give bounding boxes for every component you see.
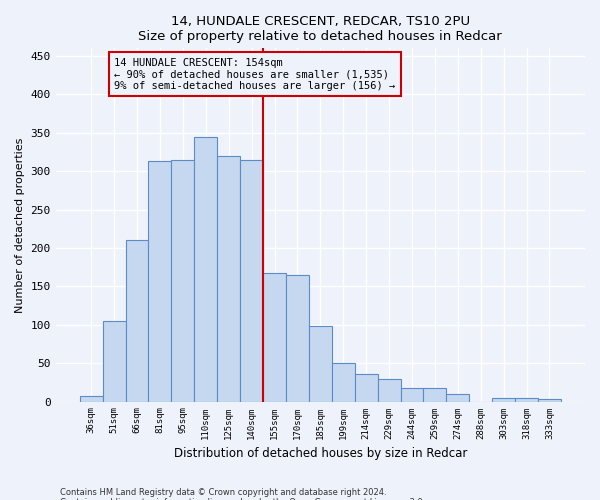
- Bar: [80, 396, 103, 402]
- Text: Contains HM Land Registry data © Crown copyright and database right 2024.: Contains HM Land Registry data © Crown c…: [60, 488, 386, 497]
- Bar: [377, 378, 401, 402]
- Bar: [125, 240, 148, 402]
- Bar: [401, 388, 424, 402]
- Title: 14, HUNDALE CRESCENT, REDCAR, TS10 2PU
Size of property relative to detached hou: 14, HUNDALE CRESCENT, REDCAR, TS10 2PU S…: [139, 15, 502, 43]
- Bar: [286, 275, 309, 402]
- Bar: [538, 400, 561, 402]
- Bar: [217, 156, 240, 402]
- Bar: [332, 363, 355, 402]
- Bar: [240, 160, 263, 402]
- Bar: [492, 398, 515, 402]
- Bar: [515, 398, 538, 402]
- Bar: [148, 161, 172, 402]
- Bar: [103, 321, 125, 402]
- Bar: [309, 326, 332, 402]
- Bar: [424, 388, 446, 402]
- Bar: [355, 374, 377, 402]
- Text: Contains public sector information licensed under the Open Government Licence v3: Contains public sector information licen…: [60, 498, 425, 500]
- Bar: [172, 160, 194, 402]
- Text: 14 HUNDALE CRESCENT: 154sqm
← 90% of detached houses are smaller (1,535)
9% of s: 14 HUNDALE CRESCENT: 154sqm ← 90% of det…: [114, 58, 395, 90]
- Y-axis label: Number of detached properties: Number of detached properties: [15, 138, 25, 312]
- Bar: [263, 274, 286, 402]
- Bar: [194, 136, 217, 402]
- Bar: [446, 394, 469, 402]
- X-axis label: Distribution of detached houses by size in Redcar: Distribution of detached houses by size …: [173, 447, 467, 460]
